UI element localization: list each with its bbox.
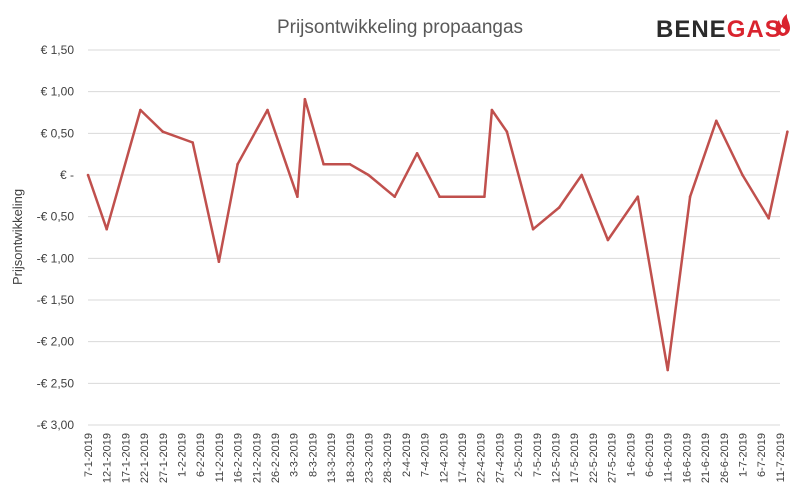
data-point	[741, 173, 744, 177]
data-point	[266, 108, 269, 112]
data-point	[367, 173, 370, 177]
data-point	[322, 162, 325, 166]
data-point	[490, 108, 494, 112]
x-tick-label: 8-3-2019	[307, 433, 319, 477]
x-tick-label: 2-4-2019	[401, 433, 413, 477]
x-tick-label: 21-2-2019	[251, 433, 263, 483]
x-tick-label: 16-6-2019	[681, 433, 693, 483]
x-tick-label: 21-6-2019	[700, 433, 712, 483]
x-tick-label: 13-3-2019	[326, 433, 338, 483]
y-tick-label: -€ 3,00	[37, 418, 75, 432]
y-tick-label: € 0,50	[41, 126, 75, 140]
x-tick-label: 7-5-2019	[532, 433, 544, 477]
y-tick-label: -€ 0,50	[37, 210, 75, 224]
x-tick-label: 1-2-2019	[177, 433, 189, 477]
x-tick-label: 1-7-2019	[738, 433, 750, 477]
svg-text:BENEGAS: BENEGAS	[656, 16, 782, 43]
y-tick-label: € 1,00	[41, 85, 75, 99]
y-tick-label: € 1,50	[41, 43, 75, 57]
y-tick-label: -€ 1,00	[37, 251, 75, 265]
logo-text-gas: GAS	[727, 16, 782, 43]
y-tick-label: -€ 2,00	[37, 335, 75, 349]
data-point	[666, 368, 669, 372]
x-tick-label: 7-1-2019	[83, 433, 95, 477]
chart-title: Prijsontwikkeling propaangas	[277, 17, 523, 38]
data-point	[296, 195, 299, 198]
x-axis-ticks: 7-1-2019 12-1-2019 17-1-2019 22-1-2019 27-1-…	[83, 433, 787, 483]
y-tick-label: -€ 2,50	[37, 376, 75, 390]
x-tick-label: 11-2-2019	[214, 433, 226, 482]
benegas-logo: BENEGAS	[656, 14, 790, 43]
x-tick-label: 26-2-2019	[270, 433, 282, 483]
y-axis-label: Prijsontwikkeling	[10, 189, 25, 285]
x-tick-label: 6-7-2019	[756, 433, 768, 477]
x-tick-label: 12-1-2019	[102, 433, 114, 483]
x-tick-label: 17-5-2019	[569, 433, 581, 483]
x-tick-label: 11-6-2019	[663, 433, 675, 482]
data-point	[393, 195, 397, 198]
x-tick-label: 17-4-2019	[457, 433, 469, 483]
data-point	[580, 173, 583, 177]
data-point	[191, 141, 194, 144]
x-tick-label: 12-5-2019	[551, 433, 563, 483]
x-tick-label: 3-3-2019	[289, 433, 301, 477]
x-tick-label: 28-3-2019	[382, 433, 394, 483]
data-point	[786, 130, 789, 133]
y-tick-label: € -	[60, 168, 74, 182]
x-tick-label: 22-1-2019	[139, 433, 151, 483]
data-point	[505, 130, 509, 133]
data-point	[303, 97, 307, 101]
x-tick-label: 6-6-2019	[644, 433, 656, 477]
data-point	[415, 152, 419, 155]
x-tick-label: 27-1-2019	[158, 433, 170, 483]
x-tick-label: 27-5-2019	[607, 433, 619, 483]
x-tick-label: 23-3-2019	[364, 433, 376, 483]
series-line	[86, 97, 789, 372]
flame-icon	[775, 14, 790, 36]
x-tick-label: 12-4-2019	[438, 433, 450, 483]
x-tick-label: 18-3-2019	[345, 433, 357, 483]
data-point	[715, 119, 718, 123]
series-group	[86, 97, 789, 372]
data-point	[767, 217, 770, 220]
x-tick-label: 22-4-2019	[476, 433, 488, 483]
data-point	[86, 173, 90, 177]
x-tick-label: 22-5-2019	[588, 433, 600, 483]
data-point	[217, 260, 221, 264]
y-axis-ticks: € 1,50 € 1,00 € 0,50 € - -€ 0,50 -€ 1,00 -€ 1,…	[37, 43, 75, 432]
logo-text-bene: BENE	[656, 16, 727, 43]
x-tick-label: 11-7-2019	[775, 433, 787, 482]
x-tick-label: 7-4-2019	[420, 433, 432, 477]
data-point	[236, 162, 239, 166]
data-point	[348, 162, 352, 166]
data-point	[161, 130, 165, 133]
data-point	[105, 227, 108, 231]
data-point	[483, 195, 486, 198]
x-tick-label: 1-6-2019	[625, 433, 637, 477]
x-tick-label: 26-6-2019	[719, 433, 731, 483]
x-tick-label: 6-2-2019	[195, 433, 207, 477]
data-point	[557, 206, 561, 209]
x-tick-label: 2-5-2019	[513, 433, 525, 477]
y-tick-label: -€ 1,50	[37, 293, 75, 307]
data-point	[636, 195, 640, 198]
data-point	[531, 227, 535, 231]
data-point	[606, 238, 610, 242]
x-tick-label: 16-2-2019	[233, 433, 245, 483]
gridlines	[88, 49, 780, 426]
data-point	[438, 195, 441, 198]
data-point	[139, 108, 142, 112]
data-point	[688, 195, 692, 198]
x-tick-label: 17-1-2019	[120, 433, 132, 483]
x-tick-label: 27-4-2019	[494, 433, 506, 483]
